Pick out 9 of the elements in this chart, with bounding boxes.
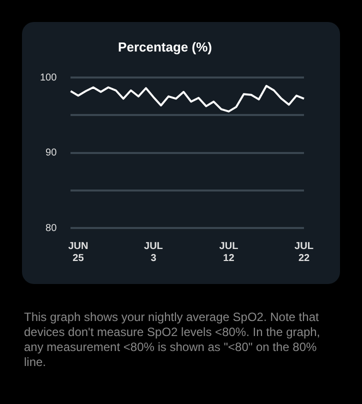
x-tick-label: JUN 25: [68, 240, 88, 264]
y-tick-label: 100: [40, 72, 58, 84]
x-tick-label: JUL 3: [144, 240, 163, 264]
x-tick-label: JUL 12: [219, 240, 238, 264]
y-tick-label: 80: [46, 222, 58, 234]
y-tick-label: 90: [46, 148, 58, 159]
text: This graph shows your nightly average SpO2. Note that devices don't measure SpO2 levels <80%. In the graph, any measurement <80% is shown as "<80" on the 80% line.: [24, 310, 322, 370]
chart-title: Percentage (%): [118, 39, 212, 54]
x-tick-label: JUL 22: [294, 240, 314, 264]
